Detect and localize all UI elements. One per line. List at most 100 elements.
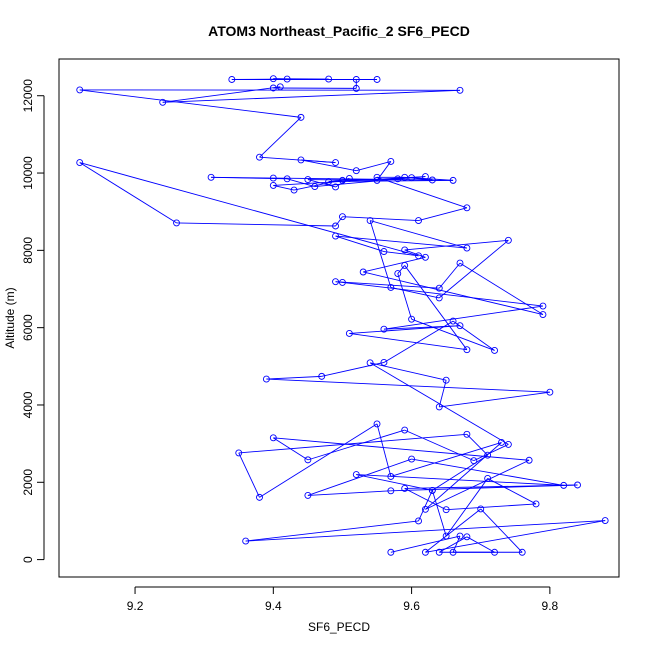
data-point [415, 217, 422, 225]
data-point [256, 153, 263, 161]
series-segment [211, 176, 288, 180]
data-point [470, 457, 478, 465]
data-point [159, 98, 167, 106]
data-point [498, 439, 505, 446]
data-point [435, 403, 443, 411]
y-tick-label: 8000 [21, 237, 35, 264]
data-point [532, 500, 540, 508]
data-point [456, 532, 464, 540]
series-segment [411, 177, 454, 181]
data-point [539, 311, 547, 318]
series-segment [335, 235, 385, 252]
series-segment [466, 536, 495, 553]
series-segment [287, 178, 315, 188]
series-segment [376, 161, 392, 181]
data-point [435, 548, 443, 556]
data-point [387, 473, 395, 480]
data-point [311, 183, 319, 191]
data-point [325, 75, 333, 83]
data-point [401, 173, 409, 181]
data-point [428, 486, 436, 494]
data-point [408, 455, 416, 463]
series-segment [438, 262, 461, 289]
data-point [387, 548, 395, 556]
data-point [463, 430, 471, 438]
series-segment [370, 362, 447, 381]
data-point [304, 491, 312, 499]
data-point [256, 493, 263, 501]
series-segment [307, 429, 405, 461]
data-point [304, 176, 312, 184]
data-point [546, 388, 554, 396]
data-point [387, 157, 395, 165]
data-point [491, 548, 499, 556]
series-segment [390, 535, 461, 553]
data-point [574, 481, 581, 489]
data-point [242, 537, 250, 545]
data-point [435, 294, 443, 302]
data-point [269, 75, 277, 83]
data-point [387, 487, 395, 495]
data-point [332, 278, 339, 286]
series-segment [431, 490, 447, 537]
data-point [442, 506, 450, 514]
series-segment [307, 458, 412, 496]
data-point [269, 84, 277, 92]
data-point [408, 315, 416, 323]
series-segment [446, 503, 537, 511]
series-segment [404, 429, 474, 462]
series-segment [307, 490, 391, 496]
series-segment [439, 536, 468, 553]
data-point [504, 236, 512, 244]
plot-frame [58, 58, 620, 578]
series-segment [438, 239, 509, 299]
series-segment [425, 508, 482, 553]
data-point [283, 75, 291, 83]
y-tick-label: 2000 [21, 469, 35, 496]
data-point [401, 261, 409, 269]
series-segment [349, 333, 467, 351]
series-segment [259, 423, 378, 498]
data-point [207, 173, 215, 181]
series-segment [411, 458, 564, 486]
data-point [373, 76, 381, 83]
data-point [421, 505, 429, 513]
series-segment [480, 508, 523, 553]
data-point [304, 456, 312, 464]
series-segment [397, 265, 406, 274]
series-segment [390, 484, 578, 492]
data-point [359, 268, 367, 276]
series-segment [376, 423, 392, 477]
series-segment [432, 454, 488, 491]
data-point [449, 176, 457, 184]
series-segment [342, 281, 544, 307]
data-point [408, 174, 416, 182]
data-point [173, 219, 180, 227]
data-point [269, 181, 277, 189]
y-tick-label: 12000 [21, 79, 35, 113]
data-point [352, 76, 360, 83]
data-point [325, 178, 333, 185]
data-point [401, 246, 409, 254]
series-segment [238, 452, 260, 498]
series-segment [363, 256, 426, 273]
data-point [463, 533, 471, 541]
data-point [228, 76, 236, 83]
series-segment [273, 437, 309, 461]
data-point [332, 159, 339, 167]
data-point [525, 456, 533, 464]
data-point [449, 317, 457, 325]
data-point [290, 186, 298, 194]
data-point [428, 176, 436, 184]
series-segment [307, 179, 336, 188]
series-segment [425, 459, 530, 510]
series-segment [383, 325, 461, 330]
series-segment [273, 437, 530, 461]
series-segment [363, 271, 544, 315]
data-point [518, 548, 526, 556]
series-segment [259, 156, 336, 164]
data-point [601, 517, 609, 525]
data-point [352, 471, 360, 479]
